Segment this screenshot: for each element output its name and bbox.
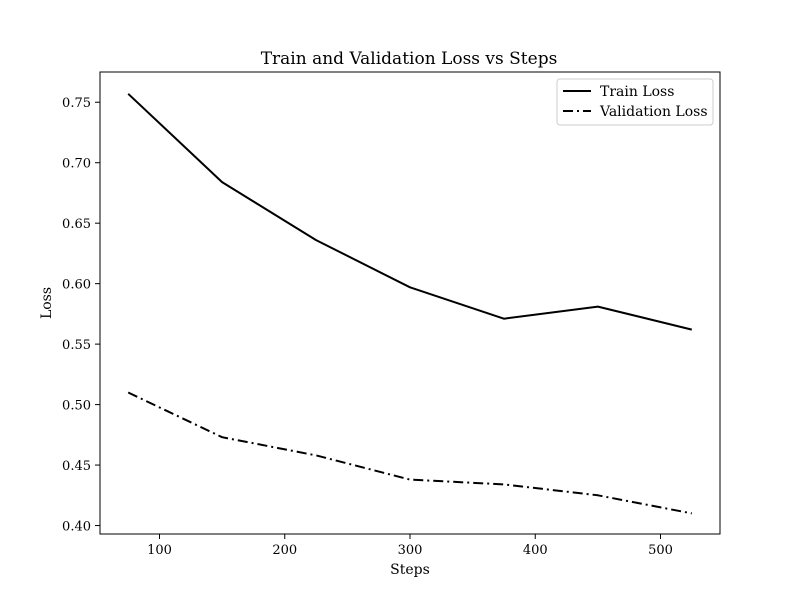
x-tick-label: 300 [398,543,423,558]
y-tick-label: 0.50 [62,399,91,414]
x-tick-label: 200 [272,543,297,558]
y-tick-label: 0.40 [62,520,91,535]
legend-label-validation: Validation Loss [599,104,708,120]
y-tick-label: 0.70 [62,157,91,172]
legend-label-train: Train Loss [600,84,674,100]
y-tick-label: 0.45 [62,459,91,474]
series-group [127,93,693,515]
y-axis-label: Loss [39,287,55,319]
x-tick-label: 500 [648,543,673,558]
x-axis-ticks: 100 200 300 400 500 [147,534,673,558]
train-loss-line [127,93,693,331]
validation-loss-line [127,391,692,515]
y-tick-label: 0.65 [62,217,91,232]
y-tick-label: 0.55 [62,338,91,353]
x-tick-label: 100 [147,543,172,558]
plot-frame [99,71,721,535]
y-axis-ticks: 0.40 0.45 0.50 0.55 0.60 0.65 0.70 0.75 [62,96,100,535]
x-tick-label: 400 [523,543,548,558]
y-tick-label: 0.60 [62,278,91,293]
y-tick-label: 0.75 [62,96,91,111]
legend-frame [556,78,714,126]
chart-title: Train and Validation Loss vs Steps [261,49,558,69]
x-axis-label: Steps [390,562,430,578]
legend: Train Loss Validation Loss [556,78,714,126]
